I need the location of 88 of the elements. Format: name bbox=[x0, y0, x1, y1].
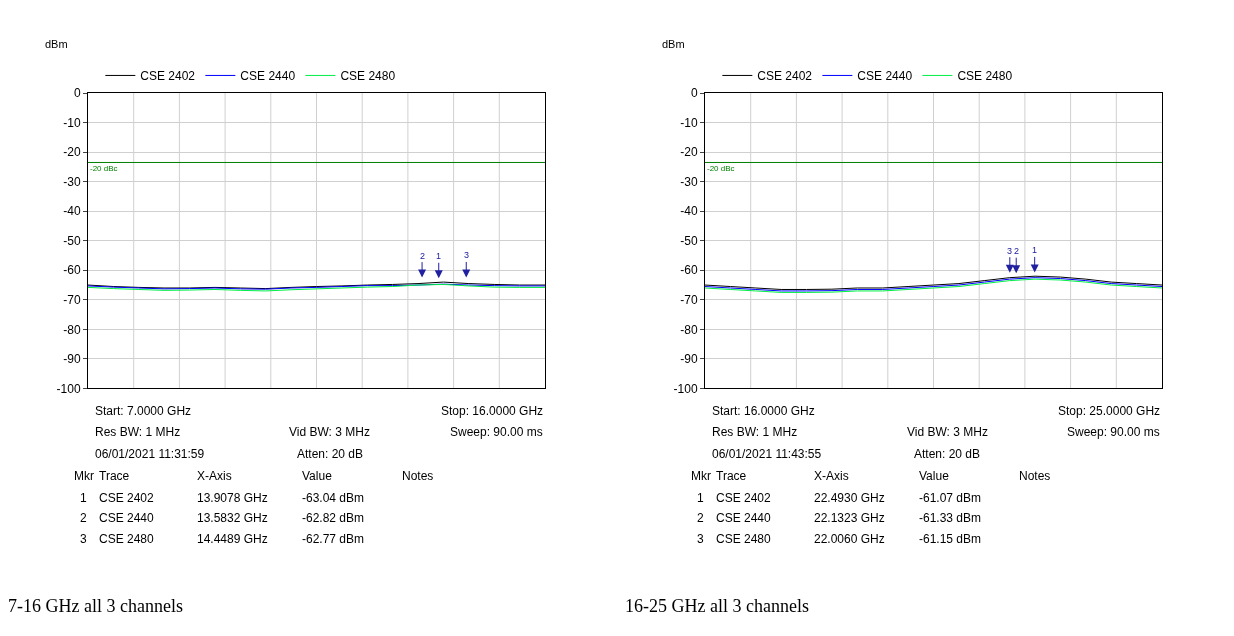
text: 3 bbox=[80, 532, 87, 546]
text: Sweep: 90.00 ms bbox=[1067, 425, 1160, 439]
y-tick-label: -60 bbox=[63, 263, 81, 278]
y-tick-label: 0 bbox=[73, 86, 81, 101]
y-axis-title: dBm bbox=[662, 38, 685, 50]
text: Value bbox=[302, 469, 333, 483]
y-tick-label: -70 bbox=[63, 293, 81, 308]
legend-label: CSE 2402 bbox=[140, 69, 196, 84]
y-tick-label: -40 bbox=[63, 204, 81, 219]
legend-label: CSE 2480 bbox=[340, 69, 396, 84]
y-tick-label: -20 bbox=[680, 145, 698, 160]
text: Mkr bbox=[74, 469, 94, 483]
y-tick-label: -100 bbox=[56, 381, 81, 396]
text: CSE 2480 bbox=[716, 532, 772, 546]
text: Trace bbox=[716, 469, 747, 483]
y-tick-label: -10 bbox=[680, 115, 698, 130]
text: -61.07 dBm bbox=[919, 491, 982, 505]
text: 2 bbox=[697, 511, 704, 525]
text: Stop: 25.0000 GHz bbox=[1058, 404, 1161, 418]
y-tick-label: -60 bbox=[680, 263, 698, 278]
text: CSE 2402 bbox=[716, 491, 772, 505]
y-tick-label: -20 bbox=[63, 145, 81, 160]
text: 7-16 GHz all 3 channels bbox=[8, 596, 183, 616]
text: 13.9078 GHz bbox=[197, 491, 268, 505]
y-tick-label: -80 bbox=[63, 322, 81, 337]
text: Mkr bbox=[691, 469, 711, 483]
text: 3 bbox=[697, 532, 704, 546]
text: CSE 2402 bbox=[99, 491, 155, 505]
text: -61.15 dBm bbox=[919, 532, 982, 546]
text: Vid BW: 3 MHz bbox=[289, 425, 370, 439]
text: 16-25 GHz all 3 channels bbox=[625, 596, 809, 616]
text: 2 bbox=[80, 511, 87, 525]
y-tick-label: 0 bbox=[690, 86, 698, 101]
text: 06/01/2021 11:43:55 bbox=[712, 447, 822, 461]
text: Atten: 20 dB bbox=[297, 447, 364, 461]
y-tick-label: -40 bbox=[680, 204, 698, 219]
text: 1 bbox=[80, 491, 87, 505]
text: Atten: 20 dB bbox=[914, 447, 981, 461]
text: Stop: 16.0000 GHz bbox=[441, 404, 544, 418]
annotation: 1 bbox=[436, 251, 442, 261]
y-tick-label: -70 bbox=[680, 293, 698, 308]
y-tick-label: -50 bbox=[63, 233, 81, 248]
text: X-Axis bbox=[814, 469, 849, 483]
ref-line-label: -20 dBc bbox=[90, 164, 118, 173]
text: Start: 7.0000 GHz bbox=[95, 404, 192, 418]
text: Notes bbox=[402, 469, 434, 483]
y-tick-label: -100 bbox=[673, 381, 698, 396]
ref-line-label: -20 dBc bbox=[707, 164, 735, 173]
text: 22.1323 GHz bbox=[814, 511, 885, 525]
annotation: 3 bbox=[464, 250, 470, 260]
annotation: 2 bbox=[420, 251, 426, 261]
y-tick-label: -90 bbox=[63, 352, 81, 367]
text: 22.4930 GHz bbox=[814, 491, 885, 505]
text: Vid BW: 3 MHz bbox=[907, 425, 988, 439]
text: 13.5832 GHz bbox=[197, 511, 268, 525]
text: -63.04 dBm bbox=[302, 491, 365, 505]
text: 06/01/2021 11:31:59 bbox=[95, 447, 205, 461]
text: -62.77 dBm bbox=[302, 532, 365, 546]
text: X-Axis bbox=[197, 469, 232, 483]
y-tick-label: -30 bbox=[680, 174, 698, 189]
text: Trace bbox=[99, 469, 130, 483]
text: Res BW: 1 MHz bbox=[712, 425, 798, 439]
text: Res BW: 1 MHz bbox=[95, 425, 181, 439]
legend-label: CSE 2440 bbox=[240, 69, 296, 84]
y-tick-label: -90 bbox=[680, 352, 698, 367]
text: 14.4489 GHz bbox=[197, 532, 268, 546]
text: -61.33 dBm bbox=[919, 511, 982, 525]
text: CSE 2440 bbox=[99, 511, 155, 525]
legend-label: CSE 2402 bbox=[757, 69, 813, 84]
text: Start: 16.0000 GHz bbox=[712, 404, 815, 418]
y-tick-label: -10 bbox=[63, 115, 81, 130]
annotation: 1 bbox=[1032, 245, 1038, 255]
annotation: 3 bbox=[1007, 246, 1013, 256]
text: CSE 2480 bbox=[99, 532, 155, 546]
annotation: 2 bbox=[1014, 246, 1020, 256]
y-tick-label: -50 bbox=[680, 233, 698, 248]
y-tick-label: -30 bbox=[63, 174, 81, 189]
text: -62.82 dBm bbox=[302, 511, 365, 525]
y-axis-title: dBm bbox=[45, 38, 68, 50]
text: 1 bbox=[697, 491, 704, 505]
text: CSE 2440 bbox=[716, 511, 772, 525]
text: Notes bbox=[1019, 469, 1051, 483]
text: Value bbox=[919, 469, 950, 483]
legend-label: CSE 2440 bbox=[857, 69, 913, 84]
text: Sweep: 90.00 ms bbox=[450, 425, 543, 439]
legend-label: CSE 2480 bbox=[957, 69, 1013, 84]
text: 22.0060 GHz bbox=[814, 532, 885, 546]
y-tick-label: -80 bbox=[680, 322, 698, 337]
